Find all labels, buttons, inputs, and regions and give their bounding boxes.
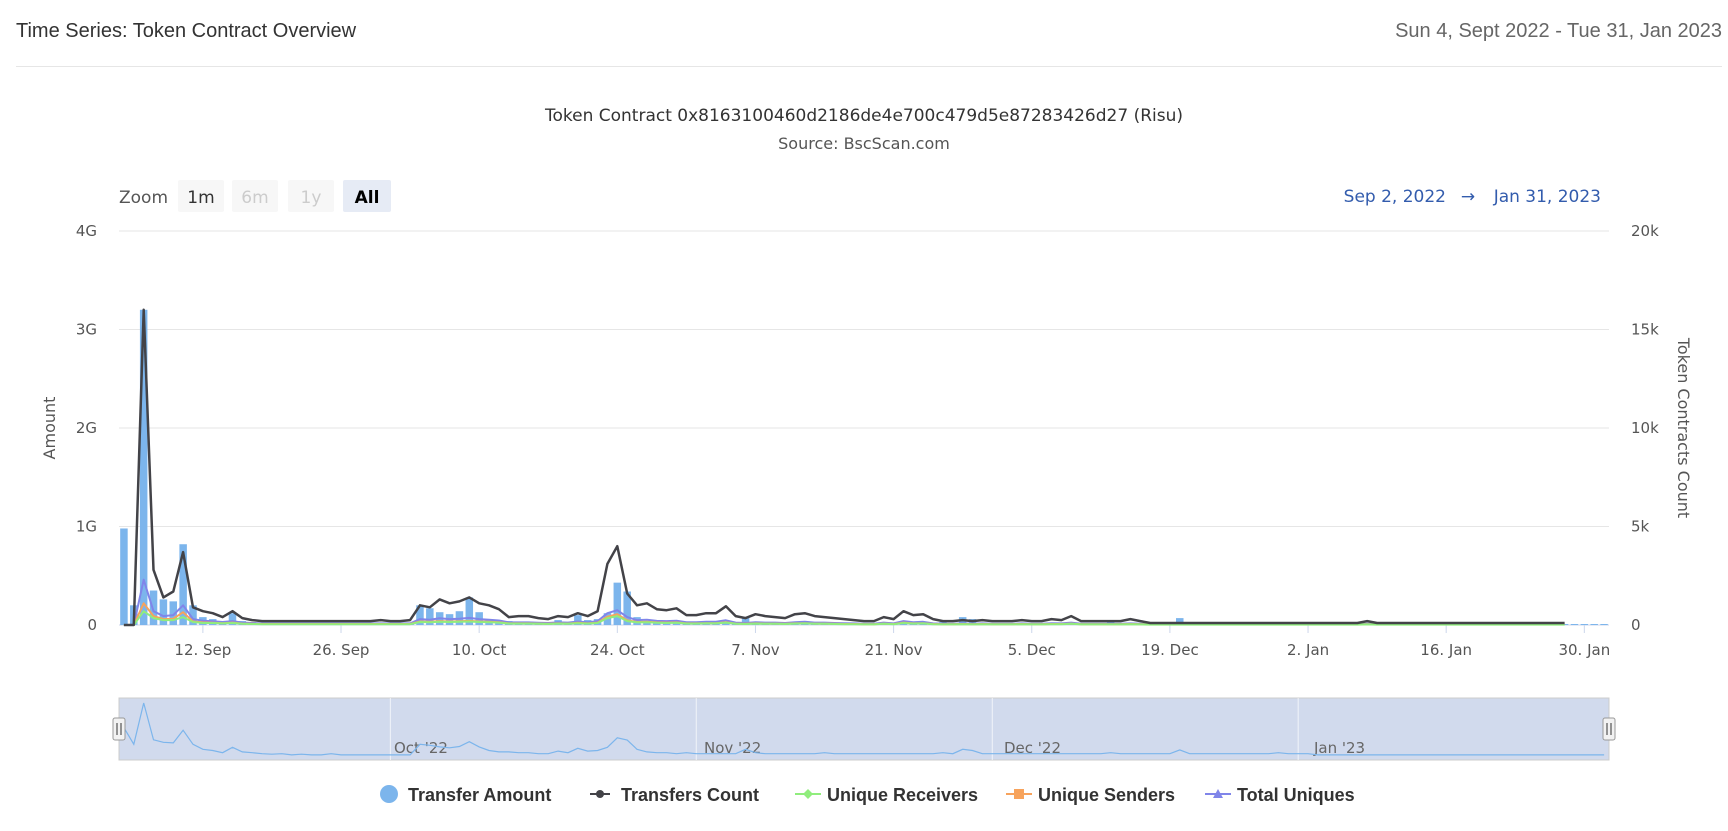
x-tick-label: 7. Nov (731, 641, 779, 659)
legend-symbol-transfer-amount (380, 785, 398, 803)
x-tick-label: 12. Sep (174, 641, 231, 659)
transfer-amount-bar (426, 608, 434, 625)
zoom-label: Zoom (119, 188, 168, 208)
transfer-amount-bar (169, 601, 178, 625)
navigator-series (123, 702, 1605, 756)
legend-symbol-transfers-count (596, 790, 604, 798)
zoom-button-6m[interactable]: 6m (232, 180, 278, 212)
transfer-amount-bar (416, 605, 424, 625)
navigator-handle-right[interactable] (1602, 717, 1616, 741)
navigator-label-nov: Nov '22 (704, 739, 761, 757)
legend-label-unique-receivers: Unique Receivers (827, 785, 978, 805)
x-tick-label: 2. Jan (1287, 641, 1329, 659)
transfer-amount-bar (159, 599, 168, 625)
legend-item-unique-receivers[interactable]: Unique Receivers (795, 785, 978, 805)
transfer-amount-bar (722, 623, 730, 625)
legend-item-transfer-amount[interactable]: Transfer Amount (380, 785, 551, 805)
legend-label-total-uniques: Total Uniques (1237, 785, 1355, 805)
panel-header: Time Series: Token Contract Overview Sun… (16, 0, 1722, 67)
transfer-amount-bar (1570, 624, 1579, 625)
zoom-button-1m[interactable]: 1m (178, 180, 224, 212)
x-tick-label: 16. Jan (1420, 641, 1472, 659)
legend-item-transfers-count[interactable]: Transfers Count (590, 785, 759, 805)
range-arrow: → (1461, 187, 1475, 207)
y-right-tick-label: 20k (1631, 222, 1659, 240)
range-to-date[interactable]: Jan 31, 2023 (1493, 187, 1601, 207)
navigator-label-oct: Oct '22 (394, 739, 448, 757)
y-left-tick-label: 1G (76, 518, 97, 536)
y-axis-left-title: Amount (40, 397, 59, 460)
legend-label-transfers-count: Transfers Count (621, 785, 759, 805)
navigator-label-dec: Dec '22 (1004, 739, 1061, 757)
panel-title: Time Series: Token Contract Overview (16, 20, 357, 42)
zoom-button-6m-label: 6m (241, 188, 268, 208)
transfer-amount-bar (179, 544, 187, 625)
series-line-transfers-count (123, 308, 1565, 627)
zoom-button-all[interactable]: All (343, 180, 391, 212)
y-left-tick-label: 3G (76, 321, 97, 339)
legend-label-transfer-amount: Transfer Amount (408, 785, 551, 805)
y-right-tick-label: 0 (1631, 616, 1641, 634)
navigator-dividers (389, 698, 1299, 760)
transfer-amount-bar (1590, 624, 1598, 625)
x-tick-label: 30. Jan (1558, 641, 1610, 659)
legend-symbol-unique-receivers (803, 789, 813, 799)
legend-symbol-total-uniques (1213, 789, 1223, 798)
transfer-amount-bar (149, 590, 158, 625)
x-tick-label: 26. Sep (313, 641, 370, 659)
navigator[interactable]: Oct '22 Nov '22 Dec '22 Jan '23 (112, 697, 1616, 761)
zoom-button-1m-label: 1m (187, 188, 214, 208)
x-tick-label: 19. Dec (1141, 641, 1199, 659)
transfer-amount-bar (465, 597, 474, 625)
x-tick-label: 24. Oct (590, 641, 645, 659)
zoom-button-1y-label: 1y (301, 188, 322, 208)
transfer-amount-bar (1176, 618, 1184, 625)
transfer-amount-bar (574, 615, 582, 625)
x-tick-labels: 12. Sep 26. Sep 10. Oct 24. Oct 7. Nov 21. No… (174, 625, 1610, 659)
transfer-amount-bar (741, 617, 750, 625)
transfer-amount-bar (613, 582, 622, 625)
y-left-tick-label: 2G (76, 419, 97, 437)
y-right-tick-label: 5k (1631, 518, 1650, 536)
legend-symbol-unique-senders (1014, 789, 1024, 799)
legend: Transfer Amount Transfers Count Unique R… (380, 785, 1355, 805)
series-lines (123, 308, 1565, 627)
legend-item-unique-senders[interactable]: Unique Senders (1006, 785, 1175, 805)
y-left-tick-label: 0 (87, 616, 97, 634)
grid-lines (119, 230, 1609, 626)
zoom-button-all-label: All (355, 188, 380, 208)
transfer-amount-bar (1600, 624, 1608, 625)
navigator-handle-left[interactable] (112, 717, 126, 741)
navigator-label-jan: Jan '23 (1313, 739, 1365, 757)
legend-item-total-uniques[interactable]: Total Uniques (1205, 785, 1355, 805)
transfer-amount-bar (189, 605, 197, 625)
zoom-button-1y[interactable]: 1y (288, 180, 334, 212)
x-tick-label: 10. Oct (452, 641, 507, 659)
series-line-unique-receivers (123, 610, 1565, 626)
transfer-amount-bar (139, 309, 148, 625)
transfer-amount-bar (120, 528, 128, 625)
chart-title: Token Contract 0x8163100460d2186de4e700c… (544, 106, 1183, 126)
transfer-amount-bar (623, 591, 631, 625)
transfer-amount-columns (120, 309, 1608, 625)
transfer-amount-bar (899, 623, 908, 625)
transfer-amount-bar (672, 623, 681, 625)
panel-date-range: Sun 4, Sept 2022 - Tue 31, Jan 2023 (1395, 20, 1722, 42)
y-right-tick-label: 10k (1631, 419, 1659, 437)
y-tick-labels: 0 0 1G 5k 2G 10k 3G 15k 4G 20k (76, 222, 1659, 634)
navigator-window[interactable] (118, 697, 1610, 761)
y-right-tick-label: 15k (1631, 321, 1659, 339)
chart-subtitle: Source: BscScan.com (778, 134, 950, 153)
legend-label-unique-senders: Unique Senders (1038, 785, 1175, 805)
x-tick-label: 21. Nov (865, 641, 923, 659)
x-tick-label: 5. Dec (1008, 641, 1056, 659)
transfer-amount-bar (1580, 624, 1589, 625)
y-left-tick-label: 4G (76, 222, 97, 240)
y-axis-right-title: Token Contracts Count (1674, 337, 1693, 518)
transfer-amount-bar (228, 613, 237, 625)
range-from-date[interactable]: Sep 2, 2022 (1344, 187, 1446, 207)
navigator-series-line (123, 702, 1605, 756)
